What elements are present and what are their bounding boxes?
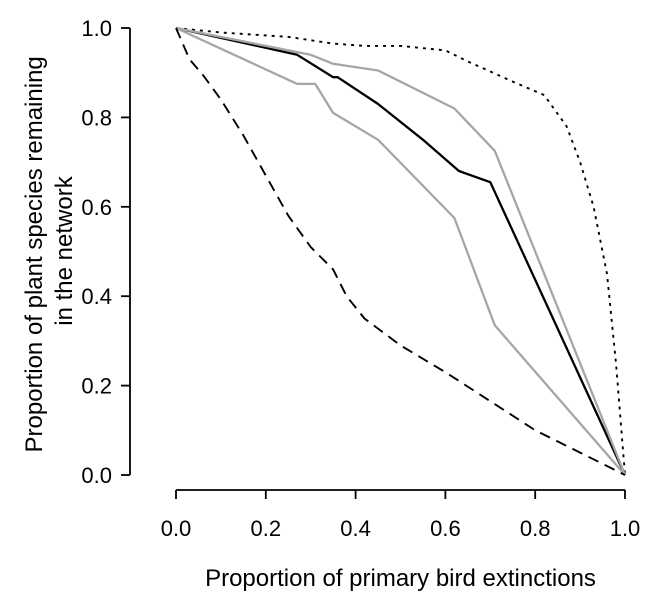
y-tick-label: 1.0 (81, 16, 112, 41)
y-axis-title: Proportion of plant species remaining in… (21, 50, 78, 453)
x-tick-label: 0.0 (161, 516, 192, 541)
x-tick-label: 0.2 (251, 516, 282, 541)
series-line-4 (175, 26, 626, 476)
tick-labels: 0.0 0.2 0.4 0.6 0.8 1.0 0.0 0.2 0.4 0.6 0.8 1.0 (81, 16, 640, 541)
y-tick-label: 0.6 (81, 195, 112, 220)
series-line-3 (175, 26, 627, 476)
series-line-2 (175, 26, 627, 476)
series-group (175, 26, 627, 476)
series-line-5 (175, 27, 626, 476)
y-tick-label: 0.0 (81, 463, 112, 488)
y-axis-title-line-2: in the network (51, 175, 78, 325)
y-tick-label: 0.2 (81, 374, 112, 399)
series-line-1 (175, 27, 626, 476)
axes (129, 28, 625, 491)
x-tick-label: 0.6 (430, 516, 461, 541)
ticks (121, 27, 626, 499)
y-tick-label: 0.4 (81, 284, 112, 309)
x-tick-label: 0.8 (520, 516, 551, 541)
x-tick-label: 1.0 (610, 516, 641, 541)
y-axis-title-line-1: Proportion of plant species remaining (21, 56, 48, 452)
x-tick-label: 0.4 (340, 516, 371, 541)
x-axis-title: Proportion of primary bird extinctions (205, 565, 596, 592)
y-tick-label: 0.8 (81, 105, 112, 130)
